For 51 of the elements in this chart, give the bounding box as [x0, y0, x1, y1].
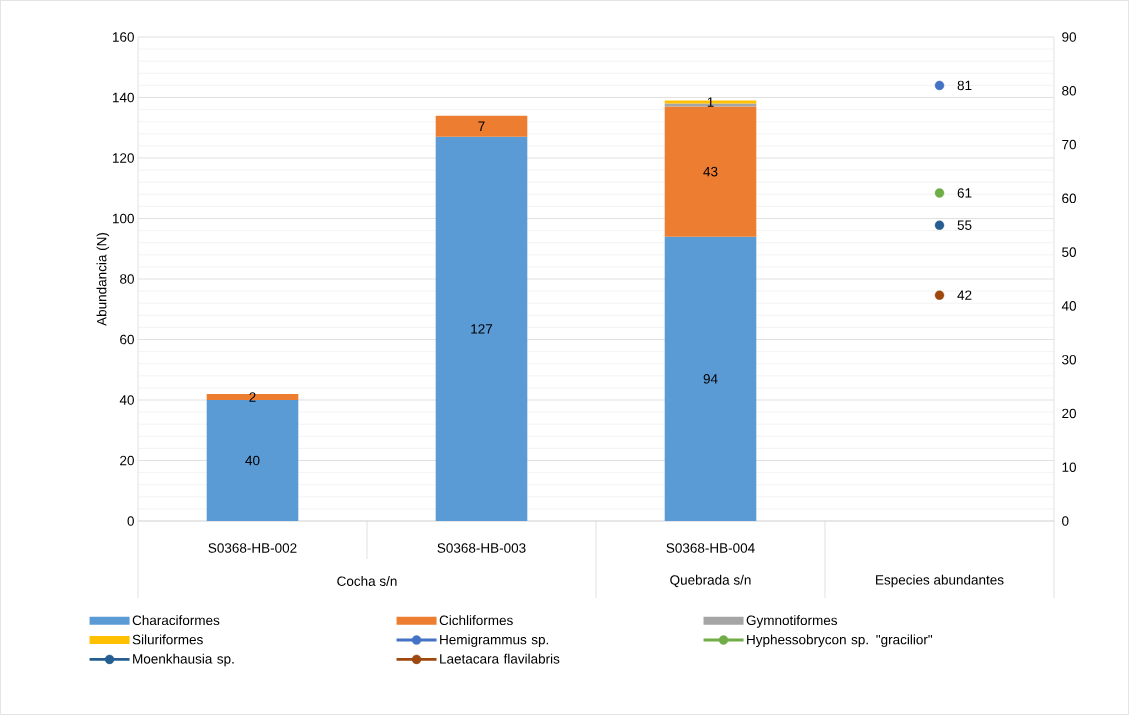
- legend-label: Characiformes: [132, 615, 220, 626]
- legend-label: Hemigrammus sp.: [440, 634, 549, 648]
- y2-tick-label: 70: [1062, 139, 1077, 150]
- x-tick-label: S0368-HB-003: [437, 543, 526, 553]
- data-label: 61: [957, 188, 972, 198]
- legend-label: Siluriformes: [132, 634, 203, 645]
- bar: [206, 393, 299, 400]
- bar: [435, 136, 528, 521]
- data-label: 7: [478, 121, 485, 131]
- legend-label: Gymnotiformes: [746, 615, 838, 628]
- y-tick-label: 160: [112, 32, 134, 42]
- y-tick-label: 40: [119, 395, 134, 405]
- bar: [664, 106, 757, 237]
- text: Quebrada s/n: [670, 574, 751, 588]
- y-tick-label: 0: [127, 516, 134, 526]
- y2-tick-label: 80: [1062, 86, 1077, 96]
- y-tick-label: 140: [112, 92, 134, 103]
- data-label: 2: [249, 392, 256, 402]
- legend-label: Cichliformes: [439, 615, 513, 626]
- text: Cocha s/n: [337, 576, 397, 586]
- y2-tick-label: 90: [1062, 32, 1077, 42]
- data-label: 94: [703, 374, 718, 384]
- y2-tick-label: 60: [1062, 193, 1077, 204]
- bar: [664, 236, 757, 521]
- data-label: 127: [471, 324, 493, 334]
- y-tick-label: 100: [112, 213, 134, 224]
- y-axis-title: Abundancia (N): [96, 232, 110, 326]
- data-label: 43: [703, 166, 718, 177]
- y-tick-label: 120: [112, 153, 134, 163]
- legend-label: Laetacara flavilabris: [440, 653, 560, 664]
- y2-tick-label: 30: [1062, 354, 1077, 365]
- data-label: 81: [957, 80, 972, 91]
- y-tick-label: 60: [120, 334, 134, 345]
- x-tick-label: S0368-HB-004: [666, 543, 755, 553]
- data-label: 55: [957, 220, 972, 230]
- y2-tick-label: 10: [1062, 462, 1077, 472]
- y2-tick-label: 0: [1062, 516, 1069, 526]
- bar: [435, 115, 528, 137]
- data-label: 1: [707, 97, 714, 107]
- y2-tick-label: 50: [1062, 247, 1077, 257]
- legend-label: Moenkhausia sp.: [133, 653, 234, 667]
- bar: [206, 400, 299, 521]
- data-label: 40: [245, 455, 260, 466]
- y-tick-label: 20: [120, 455, 134, 466]
- y-tick-label: 80: [120, 274, 134, 284]
- legend-label: Hyphessobrycon sp. "gracilior": [747, 634, 933, 648]
- x-tick-label: S0368-HB-002: [208, 543, 297, 553]
- data-label: 42: [957, 290, 972, 300]
- text: Especies abundantes: [876, 574, 1004, 588]
- y2-tick-label: 20: [1062, 408, 1077, 419]
- y2-tick-label: 40: [1061, 301, 1077, 311]
